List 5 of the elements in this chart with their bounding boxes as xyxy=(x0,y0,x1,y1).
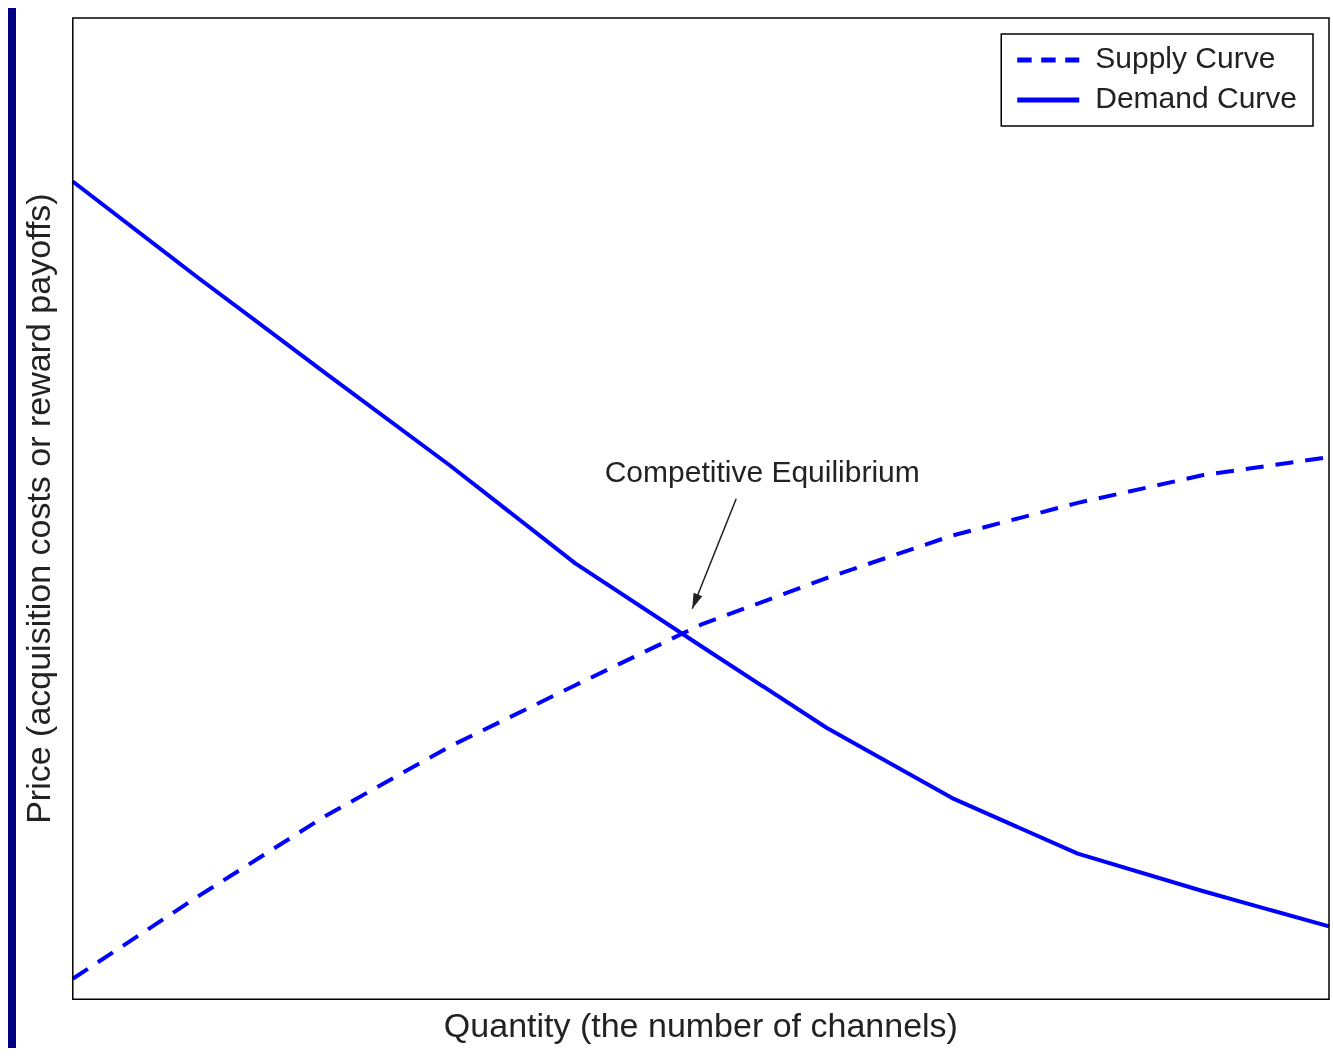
x-axis-title: Quantity (the number of channels) xyxy=(443,1005,958,1044)
y-axis-title: Price (acquisition costs or reward payoffs) xyxy=(18,193,57,824)
legend-label: Supply Curve xyxy=(1095,41,1276,75)
legend-label: Demand Curve xyxy=(1095,81,1298,115)
annotation: Competitive Equilibrium xyxy=(604,454,920,488)
